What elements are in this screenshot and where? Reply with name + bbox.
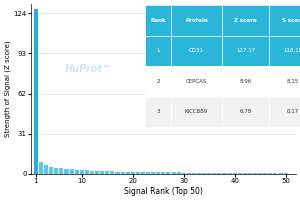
Bar [141, 172, 145, 174]
Y-axis label: Strength of Signal (Z score): Strength of Signal (Z score) [4, 41, 11, 137]
Bar [253, 173, 257, 174]
Bar [187, 173, 191, 174]
Bar [145, 97, 171, 127]
Bar [100, 171, 104, 174]
Bar [116, 172, 119, 174]
Bar [222, 97, 269, 127]
Bar [222, 66, 269, 97]
Bar [136, 172, 140, 174]
Text: KICC889: KICC889 [185, 109, 208, 114]
Bar [34, 9, 38, 174]
Text: Protein: Protein [185, 18, 208, 23]
Text: 127.17: 127.17 [236, 48, 255, 53]
Bar [64, 169, 69, 174]
Text: 6.78: 6.78 [239, 109, 252, 114]
Bar [90, 171, 94, 174]
Bar [268, 173, 272, 174]
Bar [171, 66, 222, 97]
Bar [212, 173, 216, 174]
Bar [146, 172, 150, 174]
X-axis label: Signal Rank (Top 50): Signal Rank (Top 50) [124, 187, 203, 196]
Text: 8.96: 8.96 [239, 79, 252, 84]
Bar [222, 36, 269, 66]
Bar [161, 172, 165, 174]
Bar [278, 173, 283, 174]
Bar [192, 173, 196, 174]
Text: 1: 1 [156, 48, 160, 53]
Text: Rank: Rank [150, 18, 166, 23]
Bar [273, 173, 278, 174]
Bar [218, 173, 221, 174]
Bar [95, 171, 99, 174]
Bar [172, 172, 176, 174]
Text: CEPCAS: CEPCAS [186, 79, 207, 84]
Text: 0.17: 0.17 [287, 109, 299, 114]
Text: 118.18: 118.18 [284, 48, 300, 53]
Text: CD31: CD31 [189, 48, 204, 53]
Bar [243, 173, 247, 174]
Bar [197, 173, 201, 174]
Bar [105, 171, 109, 174]
Bar [70, 169, 74, 174]
Text: HuProt™: HuProt™ [65, 64, 113, 74]
Bar [110, 171, 114, 174]
Bar [248, 173, 252, 174]
Bar [182, 173, 186, 174]
Bar [59, 168, 64, 174]
Bar [131, 172, 135, 174]
Text: Z score: Z score [234, 18, 257, 23]
Bar [171, 97, 222, 127]
Bar [167, 172, 170, 174]
Bar [202, 173, 206, 174]
Bar [263, 173, 267, 174]
Bar [269, 36, 300, 66]
Bar [145, 36, 171, 66]
Bar [284, 173, 288, 174]
Bar [238, 173, 242, 174]
Bar [44, 165, 48, 174]
Bar [171, 36, 222, 66]
Bar [207, 173, 211, 174]
Bar [269, 66, 300, 97]
Bar [228, 173, 232, 174]
Bar [75, 170, 79, 174]
Bar [49, 167, 53, 174]
Bar [126, 172, 130, 174]
Bar [145, 5, 171, 36]
Bar [177, 172, 181, 174]
Bar [156, 172, 160, 174]
Bar [258, 173, 262, 174]
Text: 2: 2 [156, 79, 160, 84]
Text: 8.15: 8.15 [287, 79, 299, 84]
Text: S score: S score [282, 18, 300, 23]
Bar [80, 170, 84, 174]
Bar [121, 172, 124, 174]
Bar [232, 173, 237, 174]
Text: 3: 3 [156, 109, 160, 114]
Bar [54, 168, 58, 174]
Bar [151, 172, 155, 174]
Bar [171, 5, 222, 36]
Bar [269, 97, 300, 127]
Bar [269, 5, 300, 36]
Bar [222, 5, 269, 36]
Bar [85, 170, 89, 174]
Bar [145, 66, 171, 97]
Bar [39, 162, 43, 174]
Bar [223, 173, 226, 174]
